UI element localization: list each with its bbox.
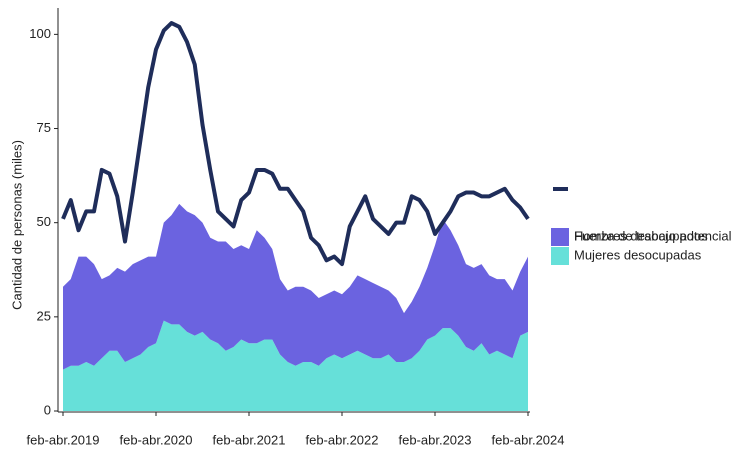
x-tick-label: feb-abr.2021 bbox=[212, 432, 285, 447]
x-tick-label: feb-abr.2022 bbox=[305, 432, 378, 447]
y-tick-label: 0 bbox=[44, 402, 51, 417]
legend-label: Mujeres desocupadas bbox=[574, 247, 702, 262]
legend-label: Fuerza de trabajo potencial bbox=[574, 228, 732, 243]
area bbox=[63, 203, 528, 370]
y-tick-label: 100 bbox=[29, 26, 51, 41]
legend-key bbox=[551, 228, 569, 246]
legend-key bbox=[551, 247, 569, 265]
line bbox=[61, 21, 530, 267]
x-tick-label: feb-abr.2024 bbox=[491, 432, 564, 447]
y-tick-label: 25 bbox=[37, 308, 51, 323]
legend-label: Hombres desocupados bbox=[574, 228, 708, 243]
y-axis-label: Cantidad de personas (miles) bbox=[9, 140, 24, 310]
x-tick-label: feb-abr.2019 bbox=[26, 432, 99, 447]
y-tick-label: 50 bbox=[37, 214, 51, 229]
y-tick-label: 75 bbox=[37, 120, 51, 135]
x-tick-label: feb-abr.2023 bbox=[398, 432, 471, 447]
x-tick-label: feb-abr.2020 bbox=[119, 432, 192, 447]
